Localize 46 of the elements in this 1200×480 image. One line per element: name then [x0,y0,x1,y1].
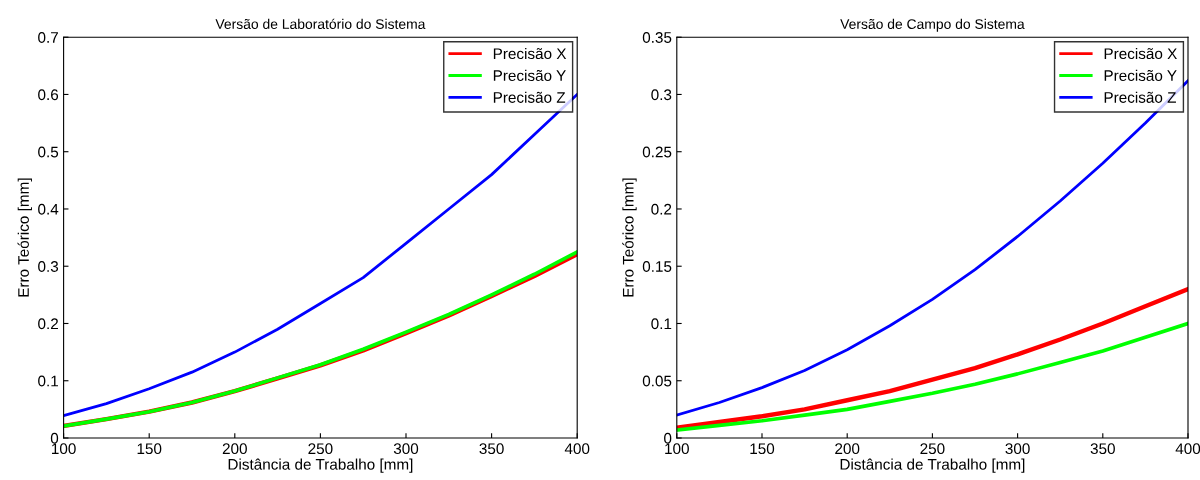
legend-label: Precisão Y [1104,69,1177,81]
x-axis-title: Distância de Trabalho [mm] [228,458,413,473]
y-tick-label: 0.15 [642,261,672,272]
x-tick-label: 100 [665,443,689,455]
legend-label: Precisão Z [493,91,566,103]
y-axis-title: Erro Teórico [mm] [622,178,637,297]
x-tick-label: 350 [1090,443,1115,455]
line-series [676,79,1188,417]
y-tick-label: 0.2 [651,203,672,215]
x-tick-label: 200 [835,443,860,455]
line-series [63,93,578,418]
x-tick-label: 200 [222,443,247,455]
chart-title: Versão de Laboratório do Sistema [215,18,426,29]
y-tick-label: 0.1 [651,318,672,330]
y-tick-label: 0 [50,432,59,444]
x-tick-label: 400 [1175,443,1200,455]
x-tick-label: 100 [52,443,76,455]
x-tick-label: 400 [564,443,590,455]
legend-label: Precisão X [493,47,567,60]
x-tick-label: 300 [393,443,419,455]
y-tick-label: 0 [664,432,672,444]
y-tick-label: 0.2 [38,318,58,330]
y-tick-label: 0.1 [38,375,58,387]
legend-label: Precisão Z [1104,91,1176,103]
x-tick-label: 150 [137,443,162,455]
y-tick-label: 0.3 [651,89,672,101]
x-tick-label: 150 [750,443,775,455]
x-tick-label: 300 [1005,443,1030,455]
y-tick-label: 0.05 [642,375,672,387]
x-tick-label: 250 [920,443,945,455]
y-tick-label: 0.6 [38,89,59,101]
x-axis-title: Distância de Trabalho [mm] [840,458,1025,473]
y-tick-label: 0.25 [642,146,672,158]
x-tick-label: 350 [479,443,504,455]
line-series [676,286,1188,430]
y-tick-label: 0.5 [38,146,59,158]
y-tick-label: 0.35 [642,32,672,43]
y-tick-label: 0.7 [38,32,58,43]
chart-title: Versão de Campo do Sistema [840,18,1025,32]
line-series [676,321,1188,432]
y-tick-label: 0.3 [38,261,59,272]
y-tick-label: 0.4 [38,203,59,215]
legend-label: Precisão X [1104,47,1177,60]
x-tick-label: 250 [308,443,333,455]
y-axis-title: Erro Teórico [mm] [17,178,32,297]
legend-label: Precisão Y [493,69,566,81]
